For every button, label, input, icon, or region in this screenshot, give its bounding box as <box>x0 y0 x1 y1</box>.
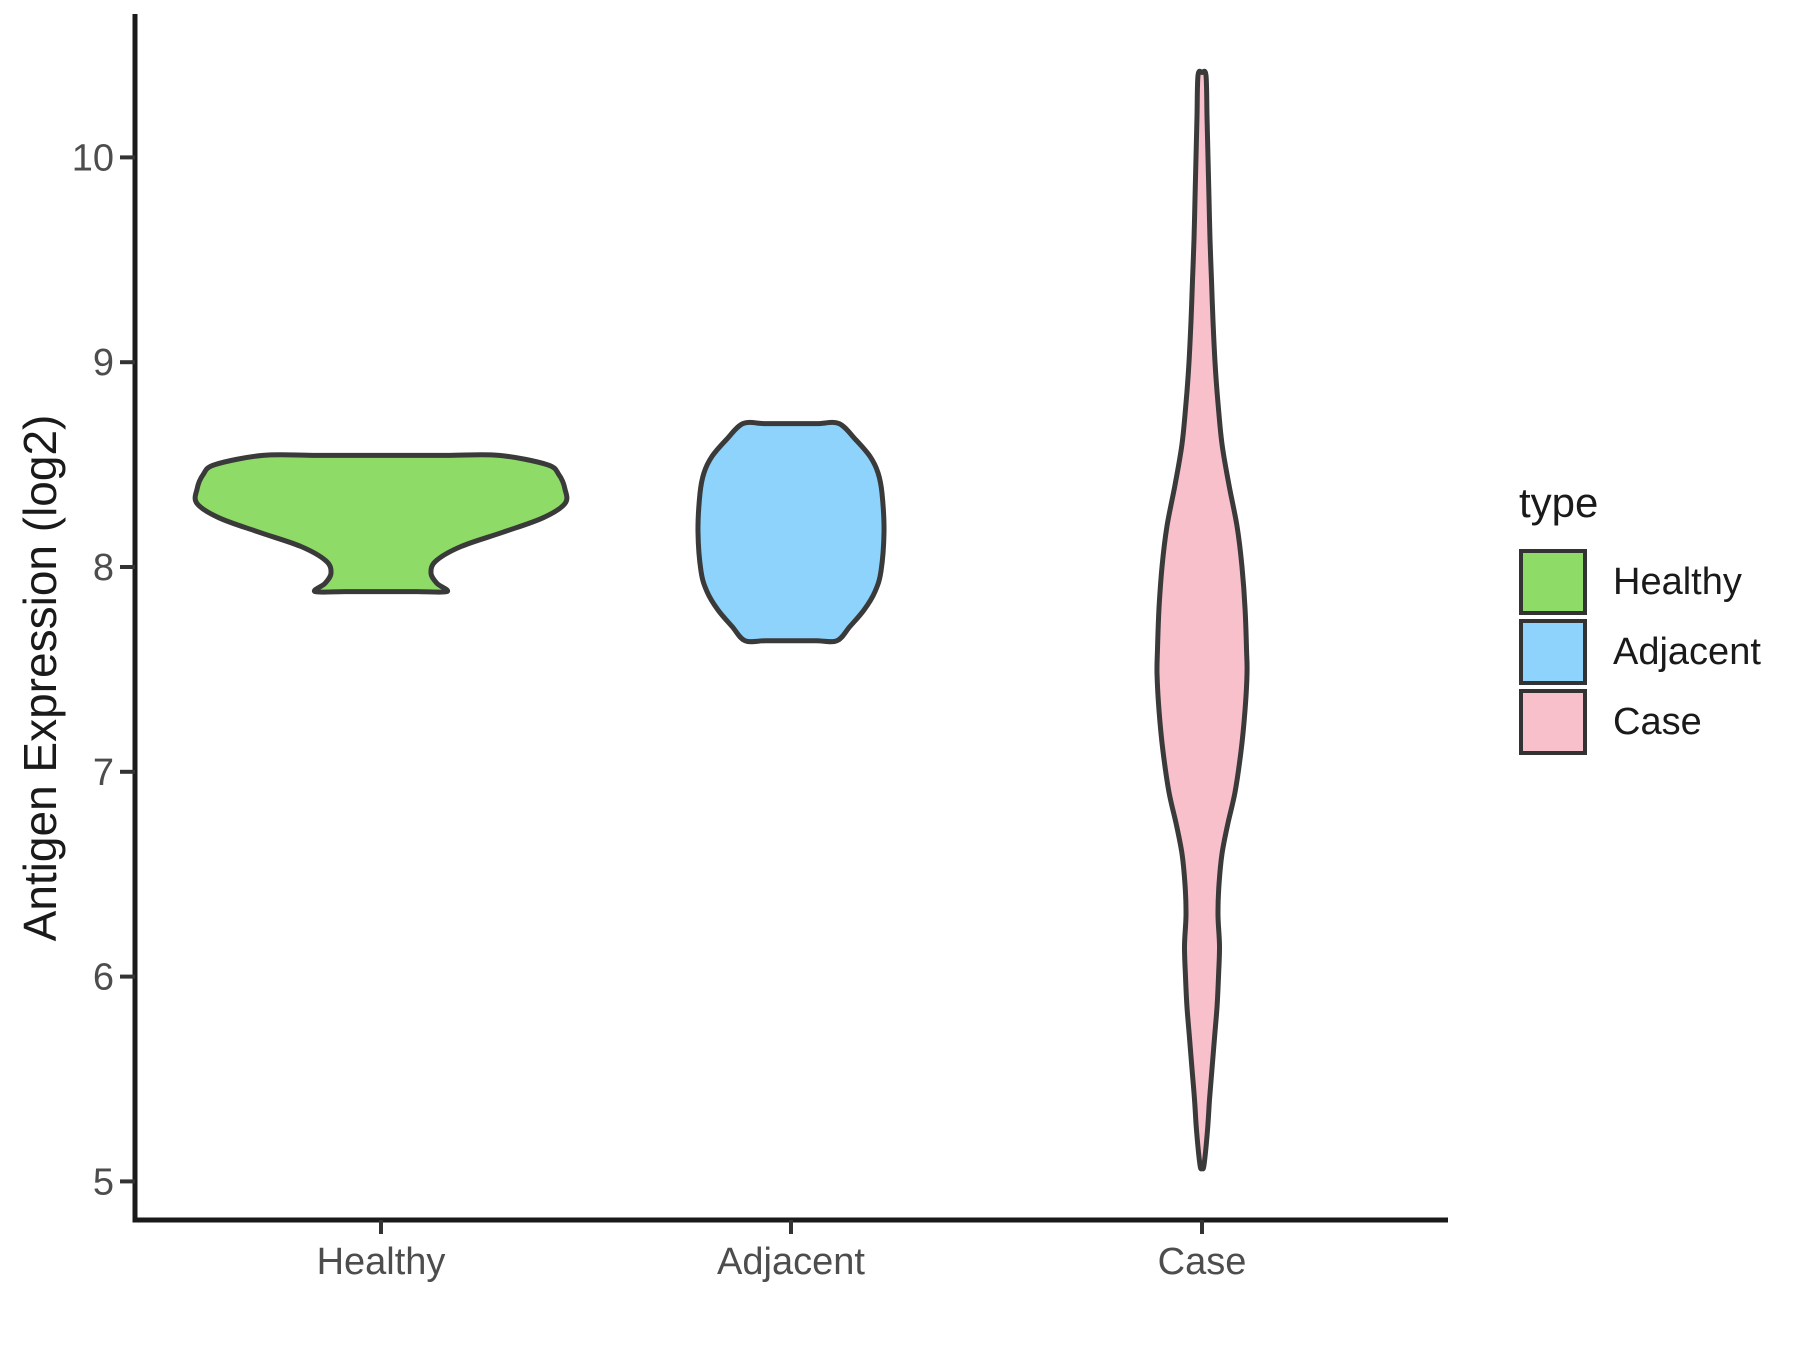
x-axis-ticks: Healthy Adjacent Case <box>317 1220 1247 1283</box>
y-tick-label: 5 <box>93 1161 114 1203</box>
y-tick-label: 8 <box>93 547 114 589</box>
legend-swatch-case <box>1519 689 1587 755</box>
legend-title: type <box>1519 479 1599 526</box>
y-tick-label: 7 <box>93 752 114 794</box>
x-tick-label-healthy: Healthy <box>317 1241 446 1283</box>
x-tick-label-case: Case <box>1158 1241 1247 1283</box>
legend-swatch-healthy <box>1519 549 1587 615</box>
legend-item-case: Case <box>1519 689 1761 755</box>
violin-group <box>192 68 1250 1172</box>
violin-healthy <box>192 452 570 595</box>
legend: type Healthy Adjacent Case <box>1519 482 1761 759</box>
legend-item-label: Adjacent <box>1613 630 1761 673</box>
legend-item-adjacent: Adjacent <box>1519 619 1761 685</box>
y-tick-label: 9 <box>93 342 114 384</box>
legend-items: Healthy Adjacent Case <box>1519 549 1761 755</box>
y-axis-title: Antigen Expression (log2) <box>14 415 66 942</box>
x-tick-label-adjacent: Adjacent <box>717 1241 865 1283</box>
y-axis-ticks: 5 6 7 8 9 10 <box>72 137 135 1203</box>
legend-item-label: Healthy <box>1613 560 1742 603</box>
legend-item-healthy: Healthy <box>1519 549 1761 615</box>
legend-item-label: Case <box>1613 700 1702 743</box>
y-tick-label: 6 <box>93 957 114 999</box>
y-tick-label: 10 <box>72 137 114 179</box>
violin-adjacent <box>695 419 887 645</box>
violin-case <box>1154 68 1250 1172</box>
legend-swatch-adjacent <box>1519 619 1587 685</box>
